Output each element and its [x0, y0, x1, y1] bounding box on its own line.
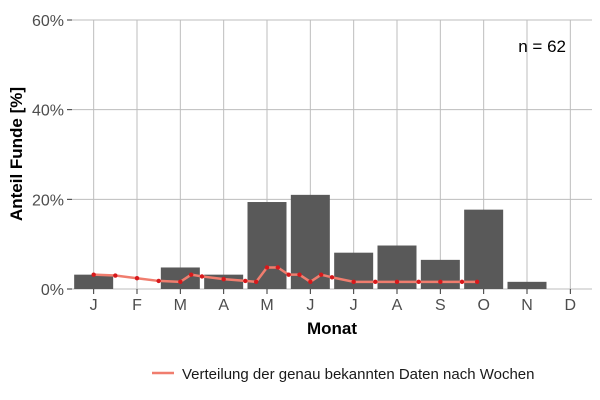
bars — [74, 194, 547, 289]
series-point — [156, 278, 161, 284]
series-point — [394, 279, 400, 285]
bar — [160, 267, 200, 289]
x-axis-title: Monat — [307, 319, 357, 338]
series-point — [113, 273, 118, 278]
series-point — [253, 279, 259, 285]
series-point — [91, 272, 96, 277]
grid — [72, 19, 592, 290]
series-line — [93, 266, 478, 284]
series-point — [474, 279, 480, 285]
x-tick-label: D — [565, 297, 577, 314]
series-point — [243, 278, 248, 284]
x-tick-label: M — [260, 297, 273, 314]
y-axis: 0% 20% 40% 60% — [32, 13, 72, 299]
y-tick-label: 0% — [41, 282, 64, 299]
bar — [507, 281, 547, 289]
x-tick-label: J — [90, 297, 98, 314]
legend: Verteilung der genau bekannten Daten nac… — [152, 366, 535, 383]
series-point — [221, 276, 226, 282]
x-tick-label: J — [306, 297, 314, 314]
x-tick-label: M — [174, 297, 187, 314]
series-point — [351, 279, 356, 285]
bar — [464, 209, 504, 289]
series-point — [264, 265, 270, 270]
bar — [247, 202, 287, 289]
series-point — [438, 279, 443, 285]
bar — [290, 194, 330, 289]
weekly-distribution-series — [91, 265, 480, 285]
x-tick-label: A — [392, 297, 403, 314]
series-point — [308, 279, 313, 285]
series-point — [199, 274, 205, 279]
x-tick-label: N — [521, 297, 533, 314]
y-tick-label: 60% — [32, 13, 64, 30]
series-point — [275, 265, 281, 270]
series-point — [286, 272, 291, 277]
x-tick-label: A — [218, 297, 229, 314]
y-tick-label: 20% — [32, 192, 64, 209]
bar — [74, 274, 114, 289]
series-point — [188, 272, 194, 277]
series-point — [416, 279, 421, 285]
sample-size-annotation: n = 62 — [518, 37, 566, 56]
series-point — [318, 272, 324, 277]
series-point — [297, 272, 302, 277]
series-point — [329, 275, 335, 280]
legend-label: Verteilung der genau bekannten Daten nac… — [182, 366, 535, 383]
x-tick-label: O — [477, 297, 489, 314]
series-point — [178, 279, 183, 285]
y-axis-title: Anteil Funde [%] — [7, 87, 26, 221]
y-tick-label: 40% — [32, 103, 64, 120]
x-tick-label: S — [435, 297, 446, 314]
x-tick-label: F — [132, 297, 142, 314]
series-point — [134, 276, 140, 281]
bar — [420, 259, 460, 289]
series-point — [373, 279, 378, 285]
series-point — [459, 279, 465, 285]
x-tick-label: J — [350, 297, 358, 314]
